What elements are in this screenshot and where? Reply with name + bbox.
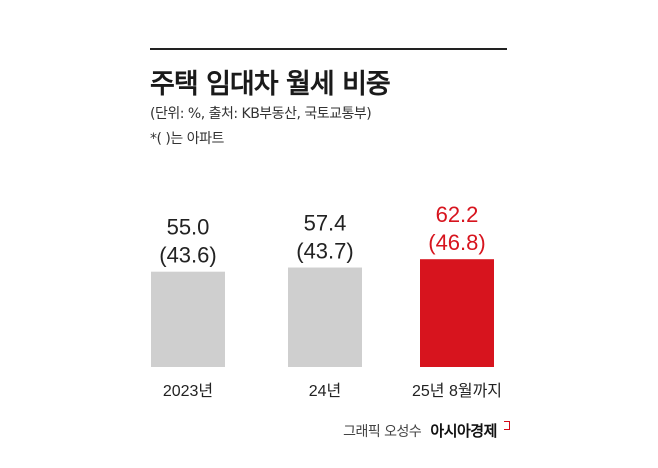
- top-rule: [150, 48, 507, 50]
- chart-title: 주택 임대차 월세 비중: [150, 69, 391, 100]
- brand-mark-icon: [504, 421, 510, 430]
- value-label-3: 62.2: [436, 202, 479, 227]
- credit-line: 그래픽 오성수 아시아경제: [343, 420, 510, 441]
- category-label-1: 2023년: [163, 382, 213, 400]
- unit-source-note: (단위: %, 출처: KB부동산, 국토교통부): [150, 106, 372, 122]
- apartment-label-2: (43.7): [296, 239, 353, 264]
- apartment-label-3: (46.8): [428, 230, 485, 255]
- category-label-3: 25년 8월까지: [412, 382, 502, 400]
- bar-2: [288, 267, 362, 367]
- value-label-2: 57.4: [304, 211, 347, 236]
- graphic-credit: 그래픽 오성수: [343, 424, 422, 440]
- apartment-label-1: (43.6): [159, 243, 216, 268]
- apartment-footnote: *( )는 아파트: [150, 131, 224, 147]
- bar-3: [420, 259, 494, 367]
- category-label-2: 24년: [309, 382, 342, 400]
- value-label-1: 55.0: [167, 215, 210, 240]
- bar-1: [151, 271, 225, 367]
- brand-logo: 아시아경제: [430, 422, 497, 440]
